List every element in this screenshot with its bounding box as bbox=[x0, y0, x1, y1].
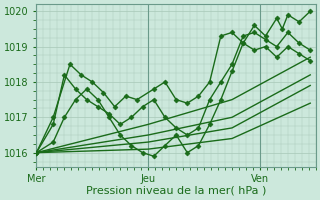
X-axis label: Pression niveau de la mer( hPa ): Pression niveau de la mer( hPa ) bbox=[86, 186, 266, 196]
